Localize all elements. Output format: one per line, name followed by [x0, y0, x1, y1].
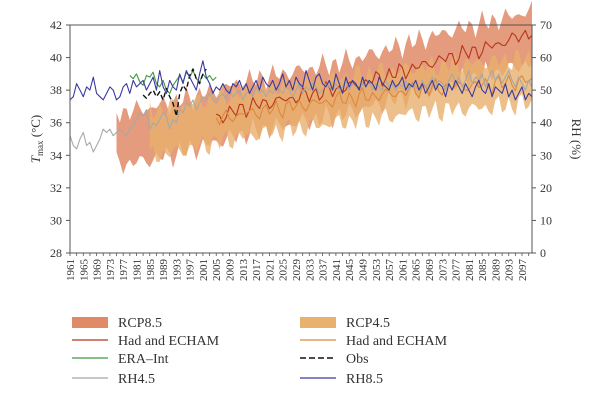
- x-tick-label: 1993: [171, 259, 183, 282]
- legend-item-had-and-echam: Had and ECHAM: [72, 334, 220, 349]
- x-tick-label: 2005: [211, 259, 223, 282]
- legend-label: RCP8.5: [118, 316, 162, 331]
- x-tick-label: 1989: [158, 259, 170, 282]
- right-tick-label: 60: [540, 51, 552, 65]
- x-tick-label: 2001: [198, 259, 210, 281]
- x-tick-label: 2077: [451, 259, 463, 282]
- right-tick-label: 40: [540, 116, 552, 130]
- x-tick-label: 2021: [264, 259, 276, 281]
- left-tick-label: 36: [50, 116, 62, 130]
- x-tick-label: 1969: [92, 259, 104, 282]
- x-axis-ticks: 1961 1965 1969 1973 1977 1981 1985 1989 1993 1997…: [65, 253, 530, 282]
- right-tick-label: 0: [540, 246, 546, 260]
- x-tick-label: 2089: [490, 259, 502, 282]
- legend-label: RH4.5: [118, 372, 155, 387]
- series-line-rh8-5-5: [69, 60, 533, 101]
- x-tick-label: 2045: [344, 259, 356, 282]
- legend-label: Obs: [346, 352, 369, 367]
- x-tick-label: 2033: [304, 259, 316, 282]
- left-tick-label: 30: [50, 213, 62, 227]
- legend-item-rcp8-5: RCP8.5: [72, 316, 162, 331]
- band-rcp4-5: [149, 50, 533, 162]
- legend-item-rcp4-5: RCP4.5: [300, 316, 390, 331]
- x-tick-label: 2097: [517, 259, 529, 282]
- right-axis-label: RH (%): [569, 119, 584, 160]
- right-tick-label: 20: [540, 181, 552, 195]
- x-tick-label: 2057: [384, 259, 396, 282]
- x-tick-label: 1973: [105, 259, 117, 282]
- legend-label: RH8.5: [346, 372, 383, 387]
- line-layer: [69, 29, 533, 153]
- legend-swatch: [300, 317, 336, 328]
- legend-label: Had and ECHAM: [118, 334, 220, 349]
- left-tick-label: 38: [50, 83, 62, 97]
- left-axis-ticks: 28 30 32 34 36 38 40 42: [50, 18, 70, 260]
- series-line-had-and-echam-1: [215, 74, 533, 126]
- x-tick-label: 2049: [358, 259, 370, 282]
- x-tick-label: 1961: [65, 259, 77, 281]
- plot-frame: [69, 24, 533, 254]
- legend-item-rh4-5: RH4.5: [72, 372, 155, 387]
- legend-item-had-and-echam: Had and ECHAM: [300, 334, 448, 349]
- x-tick-label: 2029: [291, 259, 303, 282]
- right-tick-label: 30: [540, 148, 552, 162]
- x-tick-label: 2093: [504, 259, 516, 282]
- right-axis-ticks: 0 10 20 30 40 50 60 70: [532, 18, 552, 260]
- series-line-had-and-echam-0: [215, 29, 533, 124]
- x-tick-label: 1965: [78, 259, 90, 282]
- right-tick-label: 50: [540, 83, 552, 97]
- x-tick-label: 2009: [225, 259, 237, 282]
- x-tick-label: 2017: [251, 259, 263, 282]
- plot-area: [69, 0, 533, 175]
- series-line-era-int-2: [129, 70, 217, 94]
- left-tick-label: 42: [50, 18, 62, 32]
- left-axis-label: Tmax (°C): [28, 115, 45, 164]
- x-tick-label: 2081: [464, 259, 476, 281]
- legend-label: RCP4.5: [346, 316, 390, 331]
- x-tick-label: 1981: [132, 259, 144, 281]
- left-tick-label: 28: [50, 246, 62, 260]
- x-tick-label: 2053: [371, 259, 383, 282]
- x-tick-label: 2061: [397, 259, 409, 281]
- x-tick-label: 2041: [331, 259, 343, 281]
- x-tick-label: 2085: [477, 259, 489, 282]
- x-tick-label: 1977: [118, 259, 130, 282]
- legend-swatch: [72, 317, 108, 328]
- right-tick-label: 10: [540, 213, 552, 227]
- legend: RCP8.5 RCP4.5 Had and ECHAM Had and ECHAM ER…: [72, 316, 448, 387]
- x-tick-label: 1985: [145, 259, 157, 282]
- x-tick-label: 2073: [437, 259, 449, 282]
- legend-item-era-int: ERA–Int: [72, 352, 169, 367]
- series-line-obs-3: [142, 68, 207, 117]
- x-tick-label: 2037: [318, 259, 330, 282]
- right-tick-label: 70: [540, 18, 552, 32]
- x-tick-label: 2025: [278, 259, 290, 282]
- x-tick-label: 2069: [424, 259, 436, 282]
- left-tick-label: 40: [50, 51, 62, 65]
- legend-label: Had and ECHAM: [346, 334, 448, 349]
- x-tick-label: 1997: [185, 259, 197, 282]
- left-tick-label: 34: [50, 148, 62, 162]
- left-tick-label: 32: [50, 181, 62, 195]
- x-tick-label: 2013: [238, 259, 250, 282]
- legend-item-obs: Obs: [300, 352, 369, 367]
- x-tick-label: 2065: [411, 259, 423, 282]
- legend-item-rh8-5: RH8.5: [300, 372, 383, 387]
- legend-label: ERA–Int: [118, 352, 169, 367]
